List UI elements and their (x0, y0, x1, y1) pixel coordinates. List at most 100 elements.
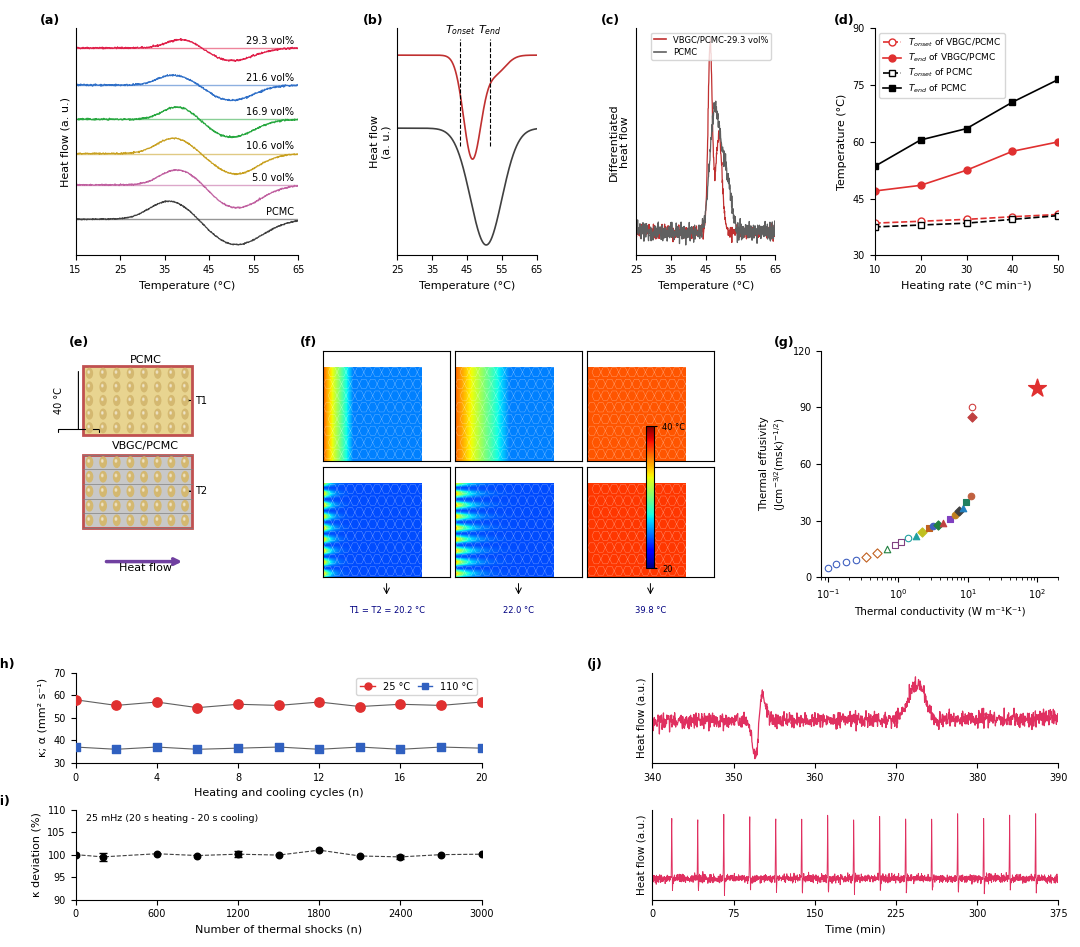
Text: 25 mHz (20 s heating - 20 s cooling): 25 mHz (20 s heating - 20 s cooling) (86, 813, 259, 823)
Point (311, 742, 328, 757)
Circle shape (127, 409, 134, 419)
Circle shape (157, 474, 158, 476)
Text: (g): (g) (774, 336, 795, 349)
Circle shape (127, 472, 134, 482)
Text: T1 = T2 = 20.2 °C: T1 = T2 = 20.2 °C (349, 606, 424, 616)
Circle shape (127, 382, 134, 392)
$T_{onset}$ of VBGC/PCMC (1052, 208, 1065, 220)
Text: 1.12 s: 1.12 s (415, 357, 445, 366)
Circle shape (170, 503, 172, 506)
Point (189, 742, 206, 757)
Circle shape (100, 382, 106, 392)
Point (473, 694, 490, 709)
$T_{onset}$ of PCMC (914, 220, 927, 231)
X-axis label: Temperature (°C): Temperature (°C) (419, 280, 515, 291)
Text: (c): (c) (602, 14, 620, 27)
Circle shape (116, 425, 117, 428)
Circle shape (127, 423, 134, 433)
$T_{onset}$ of VBGC/PCMC (1005, 211, 1018, 223)
Circle shape (184, 518, 185, 520)
Circle shape (113, 457, 120, 468)
Circle shape (99, 515, 106, 526)
Point (837, 555, 854, 570)
Circle shape (140, 457, 147, 468)
Circle shape (154, 472, 161, 482)
Text: Heat flow: Heat flow (119, 563, 172, 573)
Point (229, 697, 246, 712)
Text: (h): (h) (0, 658, 15, 671)
Circle shape (181, 457, 188, 468)
$T_{end}$ of VBGC/PCMC (1005, 146, 1018, 157)
Point (935, 515, 953, 530)
Circle shape (86, 396, 93, 405)
Circle shape (143, 425, 144, 428)
Circle shape (184, 425, 185, 428)
Point (189, 848, 206, 863)
Text: T2: T2 (194, 486, 206, 496)
Circle shape (102, 474, 103, 476)
Circle shape (113, 382, 120, 392)
$T_{end}$ of VBGC/PCMC (1052, 136, 1065, 148)
Circle shape (129, 459, 131, 462)
Circle shape (183, 396, 188, 405)
Point (392, 849, 409, 865)
Point (311, 694, 328, 709)
Point (473, 847, 490, 862)
Circle shape (141, 409, 147, 419)
Circle shape (113, 472, 120, 482)
Point (351, 849, 368, 864)
Point (886, 538, 903, 553)
Text: PCMC: PCMC (130, 355, 162, 366)
Text: 29.3 vol%: 29.3 vol% (245, 36, 294, 45)
Circle shape (140, 501, 147, 511)
Circle shape (99, 486, 106, 496)
Point (270, 698, 287, 713)
Circle shape (129, 371, 131, 373)
Point (270, 848, 287, 863)
Circle shape (184, 412, 185, 414)
Point (924, 519, 942, 534)
Circle shape (102, 425, 103, 428)
Circle shape (184, 474, 185, 476)
Point (847, 553, 864, 568)
Circle shape (127, 515, 134, 526)
Point (432, 698, 449, 713)
Circle shape (154, 515, 161, 526)
Text: 22.0 °C: 22.0 °C (503, 606, 534, 616)
Circle shape (168, 382, 174, 392)
Point (963, 400, 981, 415)
$T_{onset}$ of PCMC (1052, 210, 1065, 222)
Circle shape (86, 409, 93, 419)
$T_{onset}$ of PCMC (868, 222, 881, 233)
Circle shape (127, 396, 134, 405)
X-axis label: Heating rate (°C min⁻¹): Heating rate (°C min⁻¹) (901, 280, 1031, 291)
Circle shape (129, 518, 131, 520)
Circle shape (116, 518, 117, 520)
Point (94, 849, 111, 865)
Y-axis label: Heat flow (a.u.): Heat flow (a.u.) (637, 677, 647, 758)
Y-axis label: Temperature (°C): Temperature (°C) (837, 94, 847, 190)
Text: 0.00426 s: 0.00426 s (528, 474, 577, 483)
Point (148, 740, 165, 755)
Circle shape (157, 503, 158, 506)
Circle shape (181, 486, 188, 496)
$T_{end}$ of PCMC (868, 161, 881, 172)
Text: 3.05 s: 3.05 s (546, 357, 577, 366)
$T_{onset}$ of PCMC (1005, 214, 1018, 225)
Circle shape (143, 384, 144, 387)
X-axis label: Time (min): Time (min) (825, 925, 886, 935)
Circle shape (184, 371, 185, 373)
Circle shape (170, 459, 172, 462)
Circle shape (100, 368, 106, 378)
Circle shape (87, 398, 90, 401)
Circle shape (127, 457, 134, 468)
Circle shape (181, 515, 188, 526)
Y-axis label: κ; α (mm² s⁻¹): κ; α (mm² s⁻¹) (38, 678, 48, 758)
Point (311, 843, 328, 858)
Point (907, 528, 924, 544)
Circle shape (183, 409, 188, 419)
Circle shape (127, 501, 134, 511)
Circle shape (129, 474, 131, 476)
Circle shape (87, 518, 90, 520)
Y-axis label: Heat flow (a.u.): Heat flow (a.u.) (637, 814, 647, 895)
